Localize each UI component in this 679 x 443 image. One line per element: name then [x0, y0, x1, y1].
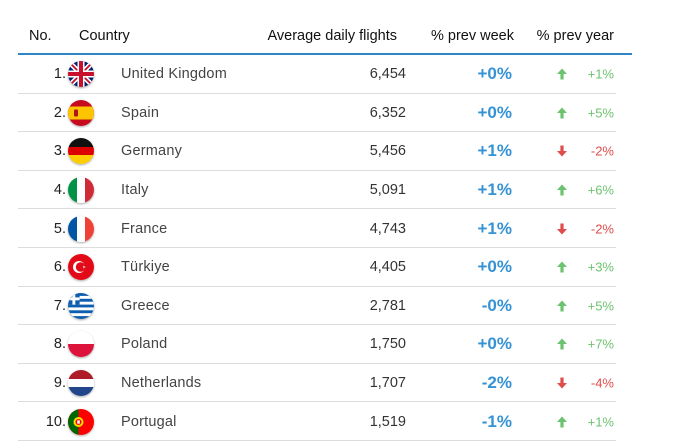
- poland-flag-icon: [68, 331, 94, 358]
- arrow-up-icon: [556, 261, 568, 273]
- country-name: Greece: [121, 297, 170, 314]
- table-row: 8. Poland 1,750 +0% +7%: [18, 325, 632, 364]
- prev-year-change: -4%: [590, 375, 614, 391]
- row-rank: 3.: [53, 143, 66, 160]
- row-rank: 7.: [53, 297, 66, 314]
- prev-year-change: +1%: [587, 66, 614, 82]
- uk-flag-icon: [68, 61, 94, 88]
- row-rank: 10.: [45, 413, 66, 430]
- table-row: 5. France 4,743 +1% -2%: [18, 209, 632, 248]
- header-prev-week: % prev week: [430, 28, 514, 44]
- country-name: Netherlands: [121, 375, 202, 392]
- arrow-down-icon: [556, 377, 568, 389]
- average-daily-flights: 4,743: [369, 220, 406, 237]
- average-daily-flights: 6,454: [369, 66, 406, 83]
- france-flag-icon: [68, 215, 94, 242]
- arrow-up-icon: [556, 338, 568, 350]
- row-rank: 4.: [53, 182, 66, 199]
- arrow-up-icon: [556, 416, 568, 428]
- arrow-up-icon: [556, 184, 568, 196]
- country-name: United Kingdom: [121, 66, 227, 83]
- table-row: 4. Italy 5,091 +1% +6%: [18, 171, 632, 210]
- table-row: 1. United Kingdom 6,454 +0% +1%: [18, 55, 632, 94]
- row-rank: 1.: [53, 66, 66, 83]
- header-flights: Average daily flights: [267, 28, 397, 44]
- prev-week-change: -1%: [481, 411, 512, 431]
- prev-week-change: +0%: [477, 64, 513, 84]
- prev-year-change: -2%: [590, 143, 614, 159]
- prev-week-change: +0%: [477, 257, 513, 277]
- header-no: No.: [29, 28, 52, 44]
- table-row: 2. Spain 6,352 +0% +5%: [18, 94, 632, 133]
- country-name: Italy: [121, 182, 149, 199]
- row-rank: 2.: [53, 104, 66, 121]
- prev-week-change: -2%: [481, 373, 512, 393]
- table-row: 6. Türkiye 4,405 +0% +3%: [18, 248, 632, 287]
- spain-flag-icon: [68, 99, 94, 126]
- average-daily-flights: 1,519: [369, 413, 406, 430]
- prev-year-change: -2%: [590, 221, 614, 237]
- arrow-up-icon: [556, 300, 568, 312]
- row-rank: 9.: [53, 375, 66, 392]
- prev-week-change: +0%: [477, 102, 513, 122]
- row-rank: 8.: [53, 336, 66, 353]
- portugal-flag-icon: [68, 408, 94, 435]
- average-daily-flights: 6,352: [369, 104, 406, 121]
- average-daily-flights: 5,091: [369, 182, 406, 199]
- arrow-up-icon: [556, 68, 568, 80]
- prev-year-change: +5%: [587, 298, 614, 314]
- turkiye-flag-icon: [68, 254, 94, 281]
- prev-year-change: +6%: [587, 182, 614, 198]
- average-daily-flights: 5,456: [369, 143, 406, 160]
- arrow-down-icon: [556, 223, 568, 235]
- table-row: 10. Portugal 1,519 -1% +1%: [18, 402, 632, 441]
- average-daily-flights: 2,781: [369, 297, 406, 314]
- greece-flag-icon: [68, 292, 94, 319]
- average-daily-flights: 1,750: [369, 336, 406, 353]
- arrow-up-icon: [556, 107, 568, 119]
- prev-year-change: +5%: [587, 105, 614, 121]
- germany-flag-icon: [68, 138, 94, 165]
- prev-week-change: -0%: [481, 295, 512, 315]
- arrow-down-icon: [556, 145, 568, 157]
- country-name: Spain: [121, 104, 160, 121]
- flights-table: No. Country Average daily flights % prev…: [18, 20, 632, 441]
- table-row: 9. Netherlands 1,707 -2% -4%: [18, 364, 632, 403]
- prev-year-change: +7%: [587, 336, 614, 352]
- table-body: 1. United Kingdom 6,454 +0% +1% 2. Spain 6,352 +…: [18, 55, 632, 441]
- italy-flag-icon: [68, 177, 94, 204]
- average-daily-flights: 1,707: [369, 375, 406, 392]
- table-header: No. Country Average daily flights % prev…: [18, 20, 632, 55]
- header-country: Country: [79, 28, 130, 44]
- row-rank: 6.: [53, 259, 66, 276]
- prev-year-change: +3%: [587, 259, 614, 275]
- row-rank: 5.: [53, 220, 66, 237]
- netherlands-flag-icon: [68, 370, 94, 397]
- prev-week-change: +1%: [477, 141, 513, 161]
- prev-year-change: +1%: [587, 414, 614, 430]
- country-name: Poland: [121, 336, 168, 353]
- prev-week-change: +1%: [477, 218, 513, 238]
- prev-week-change: +0%: [477, 334, 513, 354]
- average-daily-flights: 4,405: [369, 259, 406, 276]
- country-name: Germany: [121, 143, 183, 160]
- prev-week-change: +1%: [477, 180, 513, 200]
- country-name: Portugal: [121, 413, 177, 430]
- header-prev-year: % prev year: [536, 28, 614, 44]
- table-row: 3. Germany 5,456 +1% -2%: [18, 132, 632, 171]
- country-name: France: [121, 220, 168, 237]
- country-name: Türkiye: [121, 259, 170, 276]
- table-row: 7. Greece 2,781 -0% +5%: [18, 287, 632, 326]
